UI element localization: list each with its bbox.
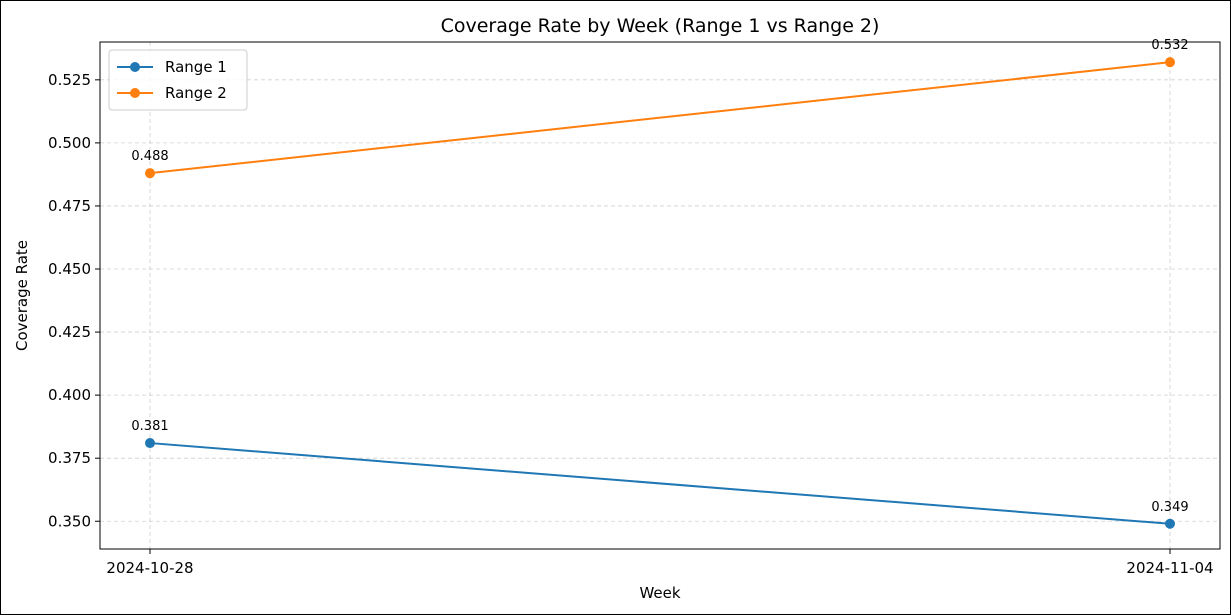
y-tick-label: 0.500 [48, 134, 91, 152]
legend-label: Range 1 [165, 58, 227, 76]
y-axis-label: Coverage Rate [13, 240, 31, 351]
plot-area [99, 41, 1221, 550]
data-label: 0.488 [131, 149, 168, 164]
series-layer: 0.381 0.349 0.488 0.532 [131, 38, 1189, 529]
axes: 0.350 0.375 0.400 0.425 0.450 0.475 0.500 0.525… [48, 71, 1214, 577]
x-axis-label: Week [639, 584, 680, 602]
y-tick-label: 0.400 [48, 386, 91, 404]
data-label: 0.532 [1151, 38, 1188, 53]
data-label: 0.381 [131, 419, 168, 434]
chart-title: Coverage Rate by Week (Range 1 vs Range … [441, 15, 880, 37]
x-tick-label: 2024-11-04 [1126, 559, 1213, 577]
data-label: 0.349 [1151, 500, 1188, 515]
data-point [1165, 518, 1175, 529]
y-tick-label: 0.425 [48, 323, 91, 341]
legend-entry: Range 2 [117, 84, 227, 102]
legend: Range 1 Range 2 [108, 49, 248, 111]
series-1: 0.381 0.349 [131, 419, 1189, 529]
series-line [149, 442, 1171, 525]
legend-marker [130, 62, 140, 72]
y-tick-label: 0.475 [48, 197, 91, 215]
y-tick-label: 0.525 [48, 71, 91, 89]
data-point [145, 168, 155, 179]
y-tick-label: 0.350 [48, 512, 91, 530]
y-tick-label: 0.450 [48, 260, 91, 278]
series-line [149, 61, 1171, 175]
y-tick-label: 0.375 [48, 449, 91, 467]
legend-box [108, 49, 248, 111]
grid-lines [100, 42, 1220, 549]
legend-marker [130, 88, 140, 98]
data-point [145, 438, 155, 449]
legend-entry: Range 1 [117, 58, 227, 76]
legend-label: Range 2 [165, 84, 227, 102]
x-tick-label: 2024-10-28 [106, 559, 193, 577]
series-2: 0.488 0.532 [131, 38, 1189, 179]
data-point [1165, 57, 1175, 68]
